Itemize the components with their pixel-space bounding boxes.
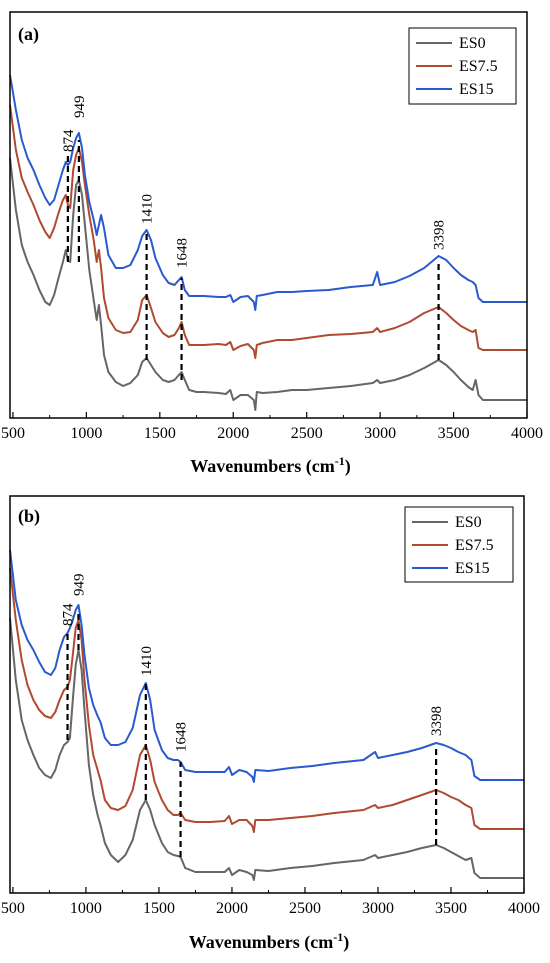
x-tick-label: 2000 xyxy=(216,900,248,917)
panel-label: (b) xyxy=(18,506,40,527)
x-tick-label: 2500 xyxy=(291,425,323,442)
peak-label-1648: 1648 xyxy=(175,238,191,268)
legend-label: ES15 xyxy=(455,560,490,577)
legend-label: ES0 xyxy=(455,514,482,531)
peak-label-949: 949 xyxy=(71,574,87,597)
peak-label-949: 949 xyxy=(72,96,88,119)
legend-label: ES0 xyxy=(459,35,486,52)
x-tick-label: 2000 xyxy=(217,425,249,442)
plot-frame xyxy=(9,11,528,419)
series-line-es7-5 xyxy=(9,567,524,833)
peak-label-1648: 1648 xyxy=(174,722,190,752)
x-tick-label: 1000 xyxy=(70,425,102,442)
x-axis-label: Wavenumbers (cm-1) xyxy=(189,930,349,953)
legend-label: ES7.5 xyxy=(455,537,494,554)
peak-label-3398: 3398 xyxy=(429,706,445,736)
x-axis-label: Wavenumbers (cm-1) xyxy=(190,454,350,477)
legend-label: ES7.5 xyxy=(459,58,498,75)
peak-label-874: 874 xyxy=(61,603,77,626)
series-line-es0 xyxy=(9,617,524,881)
x-tick-label: 3500 xyxy=(435,900,467,917)
series-line-es15 xyxy=(9,549,524,783)
panel-a: 874 949 1410 1648 3398 500 1000 1500 2000 2500 300… xyxy=(1,11,543,477)
series-line-es7-5 xyxy=(9,104,527,359)
panel-b: 874 949 1410 1648 3398 500 1000 1500 2000 2500 300… xyxy=(1,495,540,953)
x-tick-label: 1500 xyxy=(143,900,175,917)
x-tick-label: 500 xyxy=(1,425,25,442)
peak-label-874: 874 xyxy=(61,129,77,152)
x-tick-label: 500 xyxy=(1,900,25,917)
x-tick-label: 1500 xyxy=(144,425,176,442)
x-tick-label: 4000 xyxy=(511,425,543,442)
x-tick-label: 3500 xyxy=(438,425,470,442)
series-line-es15 xyxy=(9,74,527,311)
x-tick-label: 3000 xyxy=(364,425,396,442)
peak-label-1410: 1410 xyxy=(140,194,156,224)
x-tick-label: 3000 xyxy=(362,900,394,917)
x-tick-label: 2500 xyxy=(289,900,321,917)
panel-label: (a) xyxy=(18,24,39,45)
plot-frame xyxy=(9,495,525,894)
peak-label-3398: 3398 xyxy=(432,220,448,250)
legend-label: ES15 xyxy=(459,81,494,98)
x-tick-label: 1000 xyxy=(70,900,102,917)
x-tick-label: 4000 xyxy=(508,900,540,917)
peak-label-1410: 1410 xyxy=(139,646,155,676)
